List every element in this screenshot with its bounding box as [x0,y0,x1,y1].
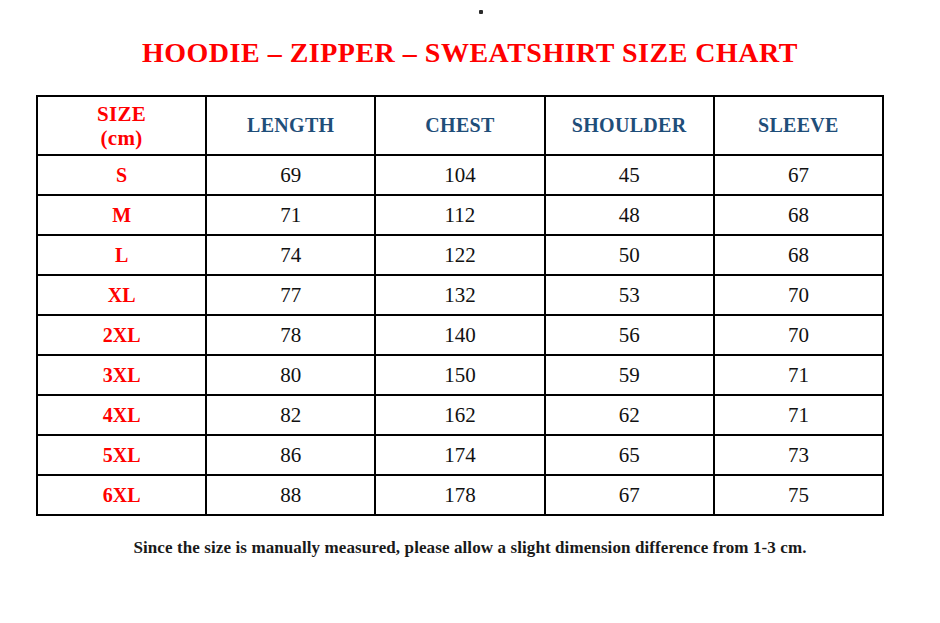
length-value: 82 [206,395,375,435]
column-header-sleeve: SLEEVE [714,96,883,155]
stray-mark [479,10,483,14]
shoulder-value: 59 [545,355,714,395]
column-header-size: SIZE (cm) [37,96,206,155]
size-label: L [37,235,206,275]
table-row: XL 77 132 53 70 [37,275,883,315]
length-value: 78 [206,315,375,355]
table-row: 2XL 78 140 56 70 [37,315,883,355]
table-header-row: SIZE (cm) LENGTH CHEST SHOULDER SLEEVE [37,96,883,155]
size-label: S [37,155,206,195]
shoulder-value: 67 [545,475,714,515]
chest-value: 150 [375,355,544,395]
size-label: XL [37,275,206,315]
chest-value: 132 [375,275,544,315]
length-value: 88 [206,475,375,515]
shoulder-value: 53 [545,275,714,315]
chest-value: 122 [375,235,544,275]
footnote: Since the size is manually measured, ple… [0,538,940,558]
sleeve-value: 71 [714,395,883,435]
size-label: 6XL [37,475,206,515]
table-row: S 69 104 45 67 [37,155,883,195]
length-value: 86 [206,435,375,475]
shoulder-value: 45 [545,155,714,195]
length-value: 80 [206,355,375,395]
table-row: 3XL 80 150 59 71 [37,355,883,395]
size-label: 2XL [37,315,206,355]
table-row: L 74 122 50 68 [37,235,883,275]
sleeve-value: 75 [714,475,883,515]
sleeve-value: 68 [714,235,883,275]
sleeve-value: 70 [714,315,883,355]
column-header-length: LENGTH [206,96,375,155]
size-label: 5XL [37,435,206,475]
size-label: 3XL [37,355,206,395]
shoulder-value: 48 [545,195,714,235]
length-value: 69 [206,155,375,195]
size-label: 4XL [37,395,206,435]
size-chart-table: SIZE (cm) LENGTH CHEST SHOULDER SLEEVE S… [36,95,884,516]
chest-value: 178 [375,475,544,515]
length-value: 74 [206,235,375,275]
sleeve-value: 70 [714,275,883,315]
chest-value: 174 [375,435,544,475]
table-row: 6XL 88 178 67 75 [37,475,883,515]
size-label: M [37,195,206,235]
shoulder-value: 65 [545,435,714,475]
sleeve-value: 68 [714,195,883,235]
table-row: M 71 112 48 68 [37,195,883,235]
chest-value: 140 [375,315,544,355]
shoulder-value: 50 [545,235,714,275]
chest-value: 104 [375,155,544,195]
sleeve-value: 71 [714,355,883,395]
chest-value: 112 [375,195,544,235]
shoulder-value: 62 [545,395,714,435]
sleeve-value: 67 [714,155,883,195]
chest-value: 162 [375,395,544,435]
length-value: 77 [206,275,375,315]
shoulder-value: 56 [545,315,714,355]
column-header-shoulder: SHOULDER [545,96,714,155]
page-title: HOODIE – ZIPPER – SWEATSHIRT SIZE CHART [0,36,940,70]
table-row: 5XL 86 174 65 73 [37,435,883,475]
length-value: 71 [206,195,375,235]
page: HOODIE – ZIPPER – SWEATSHIRT SIZE CHART … [0,0,940,623]
column-header-chest: CHEST [375,96,544,155]
table-row: 4XL 82 162 62 71 [37,395,883,435]
sleeve-value: 73 [714,435,883,475]
